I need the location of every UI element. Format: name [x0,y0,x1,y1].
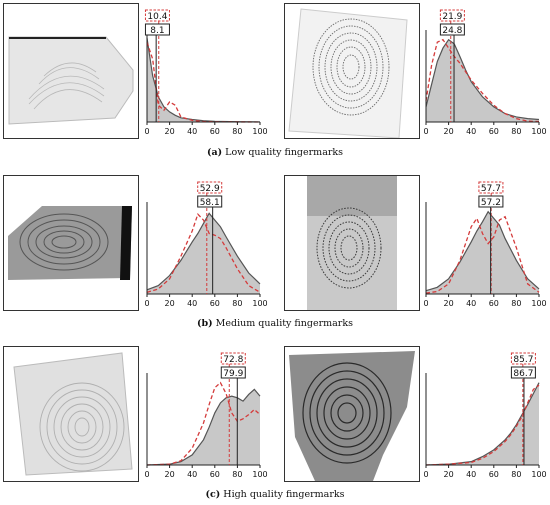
histogram-area [147,213,260,294]
mean-value-dashed: 10.4 [147,12,167,22]
fingermark-image-medium-1 [3,175,139,311]
fingermark-image-medium-2 [284,175,420,311]
histogram-c-left: 0 20 40 60 80 100 72.8 79.9 [144,352,268,479]
fit-curve [425,38,540,123]
x-tick-label: 60 [489,299,499,308]
mean-box-dashed [220,352,246,365]
fit-curve [146,381,261,466]
mean-value-dashed: 21.9 [442,12,462,22]
x-tick-label: 20 [165,299,175,308]
x-tick-label: 100 [252,470,267,479]
mean-value-dashed: 85.7 [513,355,533,365]
mean-box-dashed [510,352,536,365]
caption-b: (b) Medium quality fingermarks [0,318,550,329]
x-tick-label: 0 [423,470,428,479]
x-tick-label: 20 [444,470,454,479]
mean-box-dashed [144,9,170,22]
x-tick-label: 60 [210,127,220,136]
caption-a-letter: (a) [206,147,223,158]
histogram-a-right: 0 20 40 60 80 100 21.9 24.8 [423,9,547,136]
mean-box-dashed [478,181,504,194]
x-tick-label: 80 [232,127,242,136]
histogram-line [425,38,540,121]
mean-box-solid [220,366,246,379]
mean-value-dashed: 57.7 [481,184,501,194]
x-tick-label: 60 [210,299,220,308]
caption-c: (c) High quality fingermarks [0,489,550,500]
x-tick-label: 20 [165,470,175,479]
x-tick-label: 40 [466,470,476,479]
x-tick-label: 40 [187,299,197,308]
fingermark-image-low-2 [284,3,420,139]
x-tick-label: 40 [466,127,476,136]
histogram-b-left: 0 20 40 60 80 100 52.9 58.1 [144,181,268,308]
caption-b-text: Medium quality fingermarks [215,318,353,329]
mean-box-solid [144,23,170,36]
fit-curve [425,215,540,294]
x-tick-label: 0 [144,470,149,479]
caption-c-text: High quality fingermarks [223,489,345,500]
fit-curve [425,384,540,466]
mean-value-solid: 57.2 [481,198,501,208]
histogram-b-right: 0 20 40 60 80 100 57.7 57.2 [423,181,547,308]
histogram-line [146,388,261,466]
x-tick-label: 60 [489,470,499,479]
mean-value-dashed: 72.8 [223,355,243,365]
x-tick-label: 0 [423,127,428,136]
x-tick-label: 80 [511,299,521,308]
x-tick-label: 60 [489,127,499,136]
mean-box-solid [439,23,465,36]
x-tick-label: 40 [187,470,197,479]
x-tick-label: 80 [511,127,521,136]
x-tick-label: 20 [165,127,175,136]
x-tick-label: 60 [210,470,220,479]
histogram-area [426,382,539,465]
x-tick-label: 0 [144,127,149,136]
mean-value-solid: 24.8 [442,26,462,36]
fingermark-image-low-1 [3,3,139,139]
mean-box-solid [510,366,536,379]
x-tick-label: 20 [444,127,454,136]
mean-box-dashed [439,9,465,22]
mean-box-solid [197,195,223,208]
x-tick-label: 100 [531,299,546,308]
mean-value-solid: 58.1 [200,198,220,208]
histogram-line [425,210,540,292]
x-tick-label: 100 [531,470,546,479]
x-tick-label: 100 [252,127,267,136]
x-tick-label: 80 [232,470,242,479]
histogram-a-left: 0 20 40 60 80 100 10.4 8.1 [144,9,268,136]
histogram-area [426,39,539,122]
x-tick-label: 0 [423,299,428,308]
histogram-area [426,211,539,294]
caption-a: (a) Low quality fingermarks [0,147,550,158]
fit-curve [146,212,261,293]
x-tick-label: 40 [187,127,197,136]
histogram-line [425,382,540,466]
histogram-c-right: 0 20 40 60 80 100 85.7 86.7 [423,352,547,479]
histogram-area [147,389,260,465]
x-tick-label: 100 [531,127,546,136]
mean-value-solid: 8.1 [150,26,164,36]
mean-value-solid: 79.9 [223,369,243,379]
x-tick-label: 80 [232,299,242,308]
caption-a-text: Low quality fingermarks [225,147,344,158]
fingermark-image-high-1 [3,346,139,482]
mean-box-dashed [197,181,223,194]
caption-b-letter: (b) [197,318,213,329]
fingermark-image-high-2 [284,346,420,482]
x-tick-label: 20 [444,299,454,308]
caption-c-letter: (c) [205,489,221,500]
mean-value-solid: 86.7 [513,369,533,379]
mean-value-dashed: 52.9 [200,184,220,194]
fit-curve [146,41,261,123]
x-tick-label: 40 [466,299,476,308]
x-tick-label: 100 [252,299,267,308]
x-tick-label: 80 [511,470,521,479]
x-tick-label: 0 [144,299,149,308]
